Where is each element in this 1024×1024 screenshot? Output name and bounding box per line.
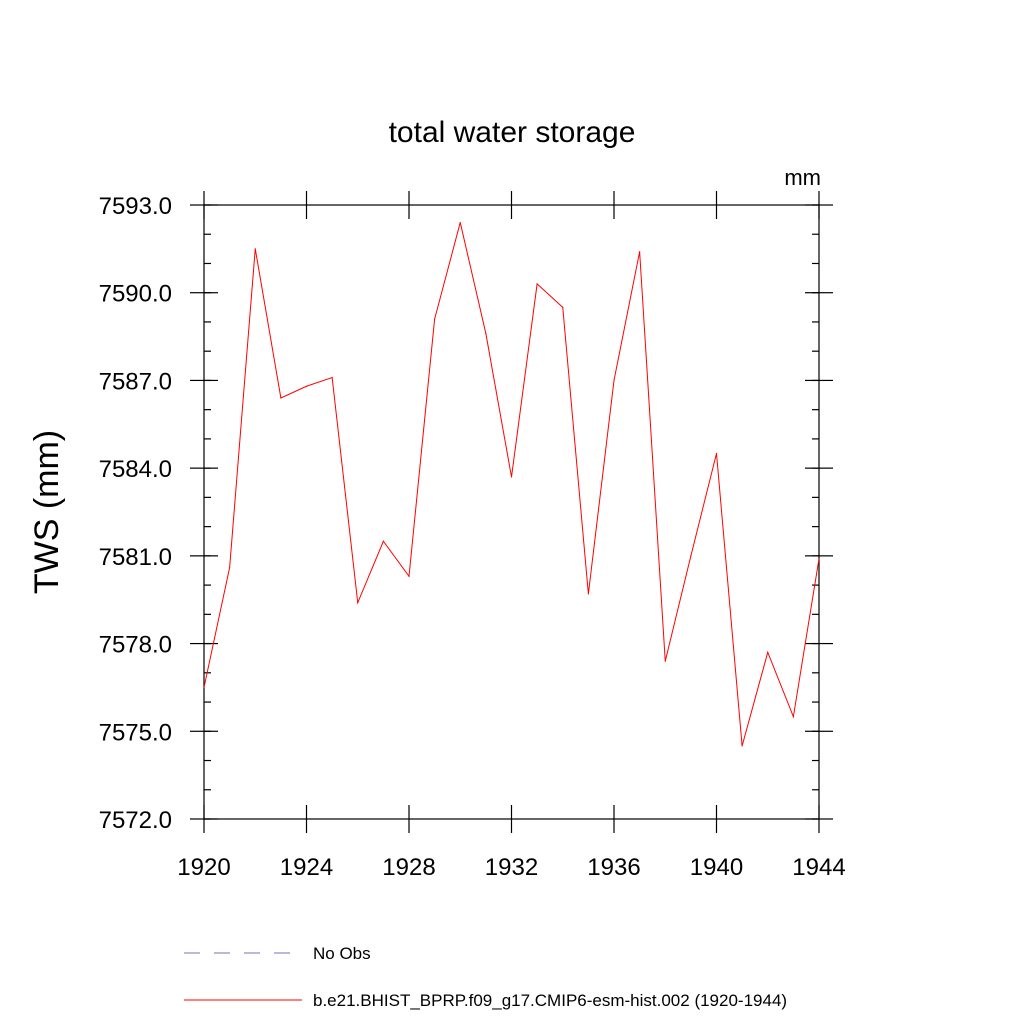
data-point	[434, 318, 436, 320]
y-tick-label: 7578.0	[99, 632, 172, 659]
y-tick-label: 7581.0	[99, 544, 172, 571]
series-line-model-run	[203, 222, 820, 747]
data-point	[408, 575, 410, 577]
legend: No Obs b.e21.BHIST_BPRP.f09_g17.CMIP6-es…	[184, 944, 787, 1010]
data-point	[382, 540, 384, 542]
data-point	[562, 306, 564, 308]
data-point	[639, 251, 641, 253]
data-point	[254, 248, 256, 250]
axis-ticks	[190, 191, 833, 833]
data-point	[331, 376, 333, 379]
x-tick-label: 1920	[177, 854, 230, 881]
data-point	[536, 283, 538, 285]
x-tick-label: 1940	[690, 854, 743, 881]
x-tick-label: 1924	[280, 854, 333, 881]
data-point	[459, 221, 461, 224]
data-point	[741, 745, 743, 747]
data-point	[203, 686, 205, 689]
y-tick-labels: 7572.0 7575.0 7578.0 7581.0 7584.0 7587.0 7590…	[99, 193, 172, 834]
legend-label-model-run: b.e21.BHIST_BPRP.f09_g17.CMIP6-esm-hist.…	[313, 991, 787, 1010]
data-point	[357, 602, 359, 604]
data-point	[690, 555, 692, 557]
plot-frame	[203, 204, 820, 820]
y-tick-label: 7590.0	[99, 281, 172, 308]
x-tick-label: 1944	[792, 854, 845, 881]
data-point	[664, 660, 666, 662]
y-tick-label: 7575.0	[99, 719, 172, 746]
y-tick-label: 7587.0	[99, 368, 172, 395]
data-point	[280, 397, 282, 399]
data-point	[305, 385, 308, 387]
data-point	[485, 333, 487, 335]
units-label: mm	[784, 165, 821, 190]
data-point	[792, 716, 794, 718]
data-point	[613, 379, 615, 382]
data-point	[229, 566, 231, 569]
x-tick-label: 1936	[587, 854, 640, 881]
y-tick-label: 7593.0	[99, 193, 172, 220]
chart-title: total water storage	[389, 116, 636, 149]
y-tick-label: 7572.0	[99, 807, 172, 834]
y-tick-label: 7584.0	[99, 456, 172, 483]
data-point	[587, 593, 589, 595]
y-axis-label: TWS (mm)	[28, 430, 66, 594]
legend-label-no-obs: No Obs	[313, 944, 371, 963]
data-point	[818, 558, 820, 560]
data-point	[767, 651, 769, 653]
data-point	[715, 452, 718, 455]
x-tick-label: 1932	[485, 854, 538, 881]
data-point	[510, 476, 513, 478]
series-lines	[203, 221, 820, 747]
x-tick-labels: 1920 1924 1928 1932 1936 1940 1944	[177, 854, 845, 881]
x-tick-label: 1928	[382, 854, 435, 881]
